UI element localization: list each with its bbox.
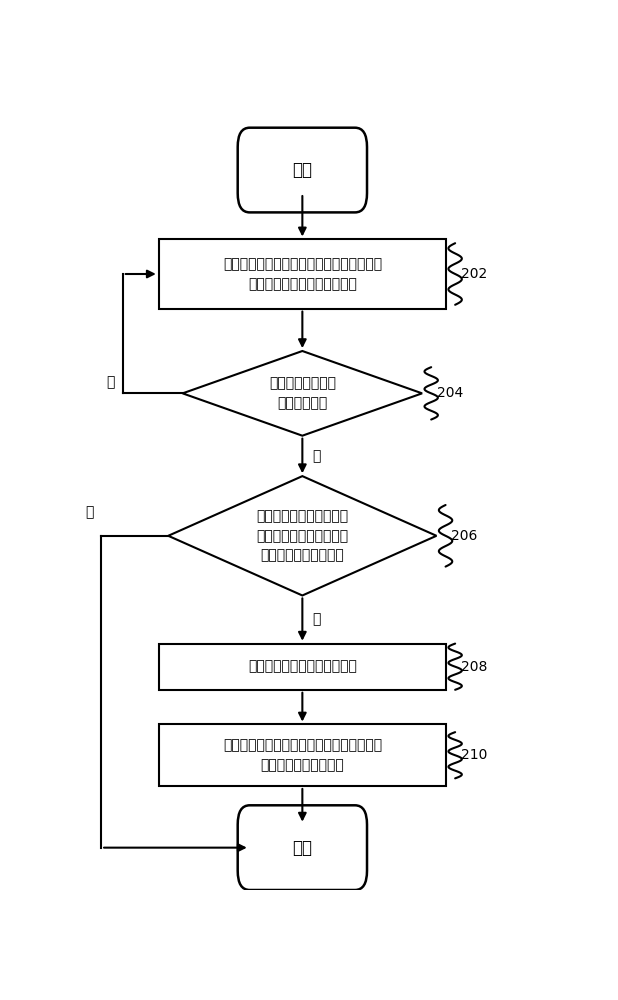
Bar <box>159 239 446 309</box>
Text: 检测到任一应用程序被开启后，输出任一应
用程序发出的推送消息: 检测到任一应用程序被开启后，输出任一应 用程序发出的推送消息 <box>223 738 382 772</box>
Text: 202: 202 <box>460 267 487 281</box>
Text: 输出提示信息，提示信息
用于提示用户是否屏蔽任
一应用程序的推送消息: 输出提示信息，提示信息 用于提示用户是否屏蔽任 一应用程序的推送消息 <box>256 509 349 562</box>
Text: 开始: 开始 <box>292 161 312 179</box>
Bar <box>159 644 446 690</box>
Text: 统计预设时间内，任一应用程序推送的所有
推送消息未被操作的第一数量: 统计预设时间内，任一应用程序推送的所有 推送消息未被操作的第一数量 <box>223 257 382 291</box>
Text: 208: 208 <box>460 660 487 674</box>
Text: 否: 否 <box>106 375 115 389</box>
Text: 判断第一数量是否
大于设定阈值: 判断第一数量是否 大于设定阈值 <box>269 377 336 410</box>
Text: 206: 206 <box>451 529 478 543</box>
Text: 结束: 结束 <box>292 839 312 857</box>
Text: 是: 是 <box>313 449 321 463</box>
Text: 204: 204 <box>437 386 463 400</box>
Text: 屏蔽任一应用程序的推送消息: 屏蔽任一应用程序的推送消息 <box>248 660 357 674</box>
Text: 否: 否 <box>85 506 93 520</box>
Text: 210: 210 <box>460 748 487 762</box>
Bar <box>159 724 446 786</box>
Text: 是: 是 <box>313 613 321 627</box>
